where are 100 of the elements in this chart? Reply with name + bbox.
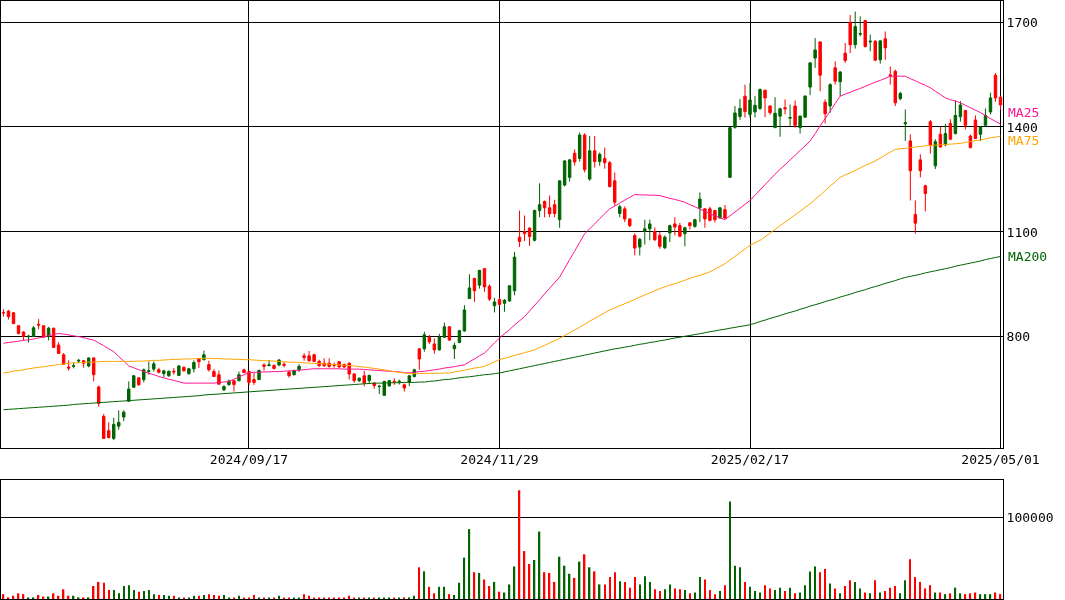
candlestick (367, 374, 371, 385)
candlestick (833, 60, 837, 86)
candlestick (267, 359, 271, 367)
bar (829, 583, 831, 599)
candlestick (958, 100, 963, 123)
bar (659, 590, 661, 599)
bar (884, 590, 886, 599)
candlestick (918, 153, 923, 178)
candlestick (61, 352, 66, 366)
candlestick (96, 385, 101, 408)
candlestick (547, 195, 552, 218)
candlestick (718, 206, 722, 220)
bar (839, 593, 841, 599)
bar (674, 588, 676, 599)
candlestick (848, 14, 852, 54)
bar (634, 577, 636, 599)
candlestick (157, 367, 161, 374)
candlestick (287, 370, 291, 379)
candlestick (683, 226, 687, 247)
candlestick (432, 337, 437, 355)
candlestick (507, 284, 512, 303)
candlestick (537, 182, 542, 218)
bar (468, 529, 471, 599)
bar (994, 592, 997, 599)
candlestick (988, 92, 993, 115)
bar (473, 572, 476, 599)
bar (854, 581, 856, 599)
candlestick (472, 276, 477, 303)
candlestick (422, 331, 427, 353)
candlestick (743, 84, 747, 119)
series-label: MA25 (1008, 105, 1040, 120)
bar (303, 594, 305, 599)
bar (463, 557, 466, 599)
candlestick (122, 409, 126, 422)
candlestick (177, 364, 181, 377)
bar (148, 590, 150, 599)
candlestick (452, 342, 457, 360)
bar (734, 565, 736, 599)
candlestick (587, 135, 592, 182)
candlestick (572, 148, 577, 166)
bar (128, 585, 130, 599)
candlestick (943, 123, 948, 147)
bar (814, 566, 816, 599)
bar (719, 590, 721, 599)
candlestick (482, 267, 487, 293)
bar (809, 571, 811, 599)
candlestick (953, 99, 958, 135)
candlestick (723, 204, 727, 220)
bar (448, 594, 451, 599)
candlestick (923, 184, 928, 212)
bar (959, 593, 962, 599)
x-tick-label: 2024/11/29 (460, 452, 539, 468)
candlestick (908, 133, 913, 201)
candlestick (868, 34, 872, 52)
bar (508, 584, 511, 599)
bar (984, 594, 987, 599)
bar (714, 594, 716, 599)
bar (684, 590, 686, 599)
bar (979, 594, 982, 599)
bar (759, 592, 761, 599)
x-tick-label: 2024/09/17 (209, 452, 289, 468)
candlestick (552, 199, 557, 218)
bar (123, 586, 125, 599)
bar (939, 592, 942, 599)
bar (834, 588, 836, 599)
bar (654, 589, 656, 599)
candlestick (973, 114, 978, 140)
candlestick (693, 218, 697, 229)
candlestick (272, 363, 276, 370)
y-tick-label: 100000 (1006, 510, 1054, 526)
candlestick (152, 360, 156, 373)
candlestick (502, 298, 507, 313)
bar (669, 584, 671, 599)
bar (784, 590, 786, 599)
bar (824, 568, 826, 599)
bar (914, 577, 917, 599)
candlestick (297, 363, 301, 373)
bar (729, 501, 731, 599)
bar (223, 594, 225, 599)
candlestick (402, 382, 407, 393)
bar (478, 573, 481, 599)
bar (879, 592, 881, 599)
bar (739, 567, 741, 599)
bar (819, 572, 821, 599)
bar (118, 593, 120, 599)
bar (428, 586, 431, 599)
bar (724, 585, 726, 599)
series-label: MA200 (1008, 249, 1048, 264)
bar (709, 590, 711, 599)
bar (889, 587, 891, 599)
bar (208, 594, 210, 599)
bar (503, 592, 506, 599)
candlestick (362, 370, 366, 387)
candlestick (993, 72, 998, 103)
candlestick (522, 215, 527, 242)
candlestick (477, 269, 482, 290)
bar (769, 588, 771, 599)
candlestick (66, 359, 71, 372)
bar (974, 592, 977, 599)
candlestick (582, 132, 587, 173)
